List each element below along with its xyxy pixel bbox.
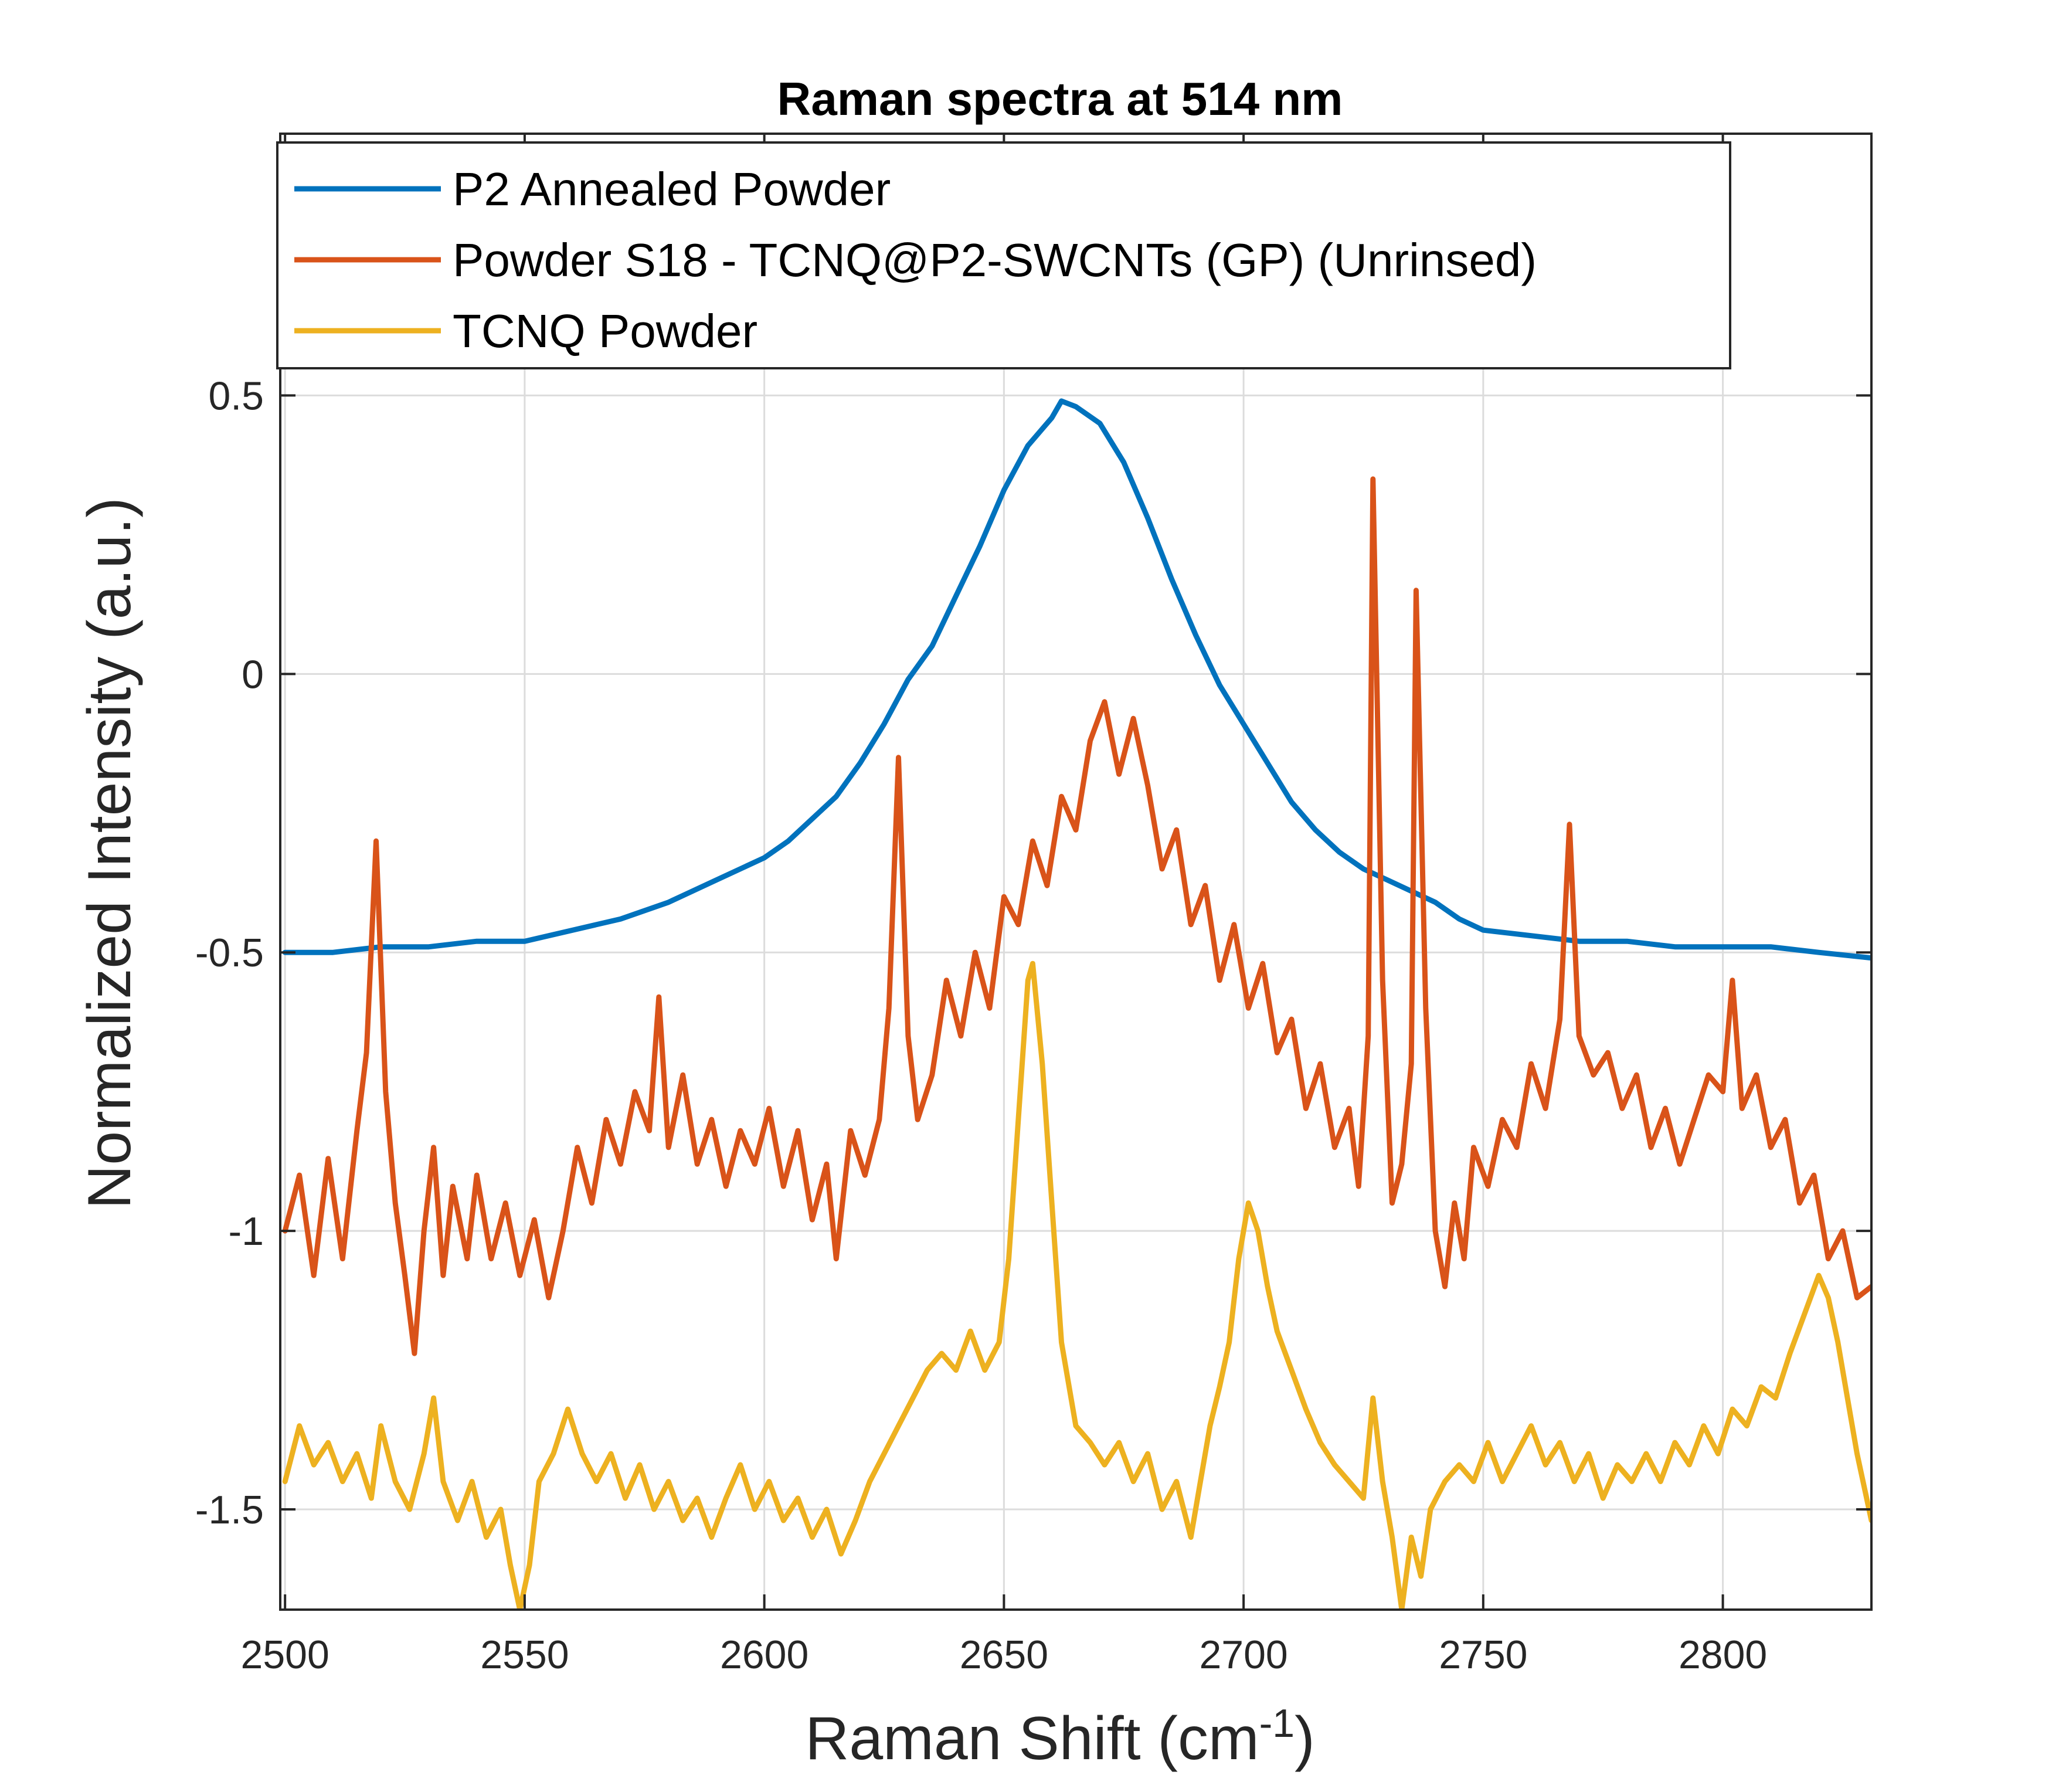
axes-box — [279, 133, 1873, 1611]
x-axis-label-suffix: ) — [1295, 1705, 1315, 1773]
y-tick-label-0: -1.5 — [195, 1488, 264, 1532]
x-axis-label-superscript: -1 — [1259, 1701, 1295, 1746]
y-tick-label-2: -0.5 — [195, 931, 264, 975]
x-tick-label-2: 2600 — [720, 1633, 808, 1677]
x-tick-label-0: 2500 — [241, 1633, 329, 1677]
series-line-1 — [282, 476, 1871, 1356]
legend-label-2: TCNQ Powder — [453, 305, 757, 357]
x-tick-label-6: 2800 — [1679, 1633, 1767, 1677]
y-tick-label-1: -1 — [229, 1209, 264, 1254]
y-tick-label-4: 0.5 — [208, 374, 264, 418]
x-tick-label-4: 2700 — [1199, 1633, 1287, 1677]
legend-label-1: Powder S18 - TCNQ@P2-SWCNTs (GP) (Unrins… — [453, 234, 1537, 286]
legend-box — [276, 141, 1731, 369]
legend: P2 Annealed Powder Powder S18 - TCNQ@P2-S… — [276, 141, 1731, 369]
x-tick-label-1: 2550 — [480, 1633, 569, 1677]
chart-title: Raman spectra at 514 nm — [777, 73, 1343, 125]
y-axis-label: Normalized Intensity (a.u.) — [76, 497, 144, 1209]
plot-area: 2500 2550 2600 2650 2700 2750 2800 -1.5 -1 -0.5 0 0… — [195, 133, 1873, 1677]
y-tick-label-3: 0 — [242, 652, 264, 697]
x-tick-label-3: 2650 — [960, 1633, 1048, 1677]
series-line-0 — [282, 398, 1871, 961]
x-tick-label-5: 2750 — [1439, 1633, 1527, 1677]
series-group — [282, 398, 1871, 1610]
series-line-2 — [282, 961, 1871, 1610]
x-axis-label-main: Raman Shift (cm — [805, 1705, 1259, 1773]
legend-label-0: P2 Annealed Powder — [453, 163, 891, 215]
x-axis-label: Raman Shift (cm-1) — [805, 1701, 1315, 1773]
